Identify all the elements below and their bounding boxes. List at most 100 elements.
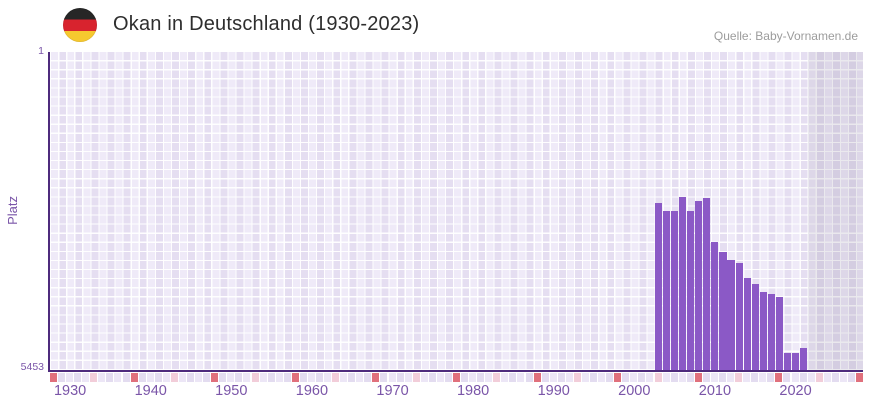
strip-cell-2027 (847, 373, 855, 382)
rank-bar-2005[interactable] (671, 210, 679, 370)
strip-cell-2016 (759, 373, 767, 382)
strip-cell-1947 (203, 373, 211, 382)
strip-cell-2001 (638, 373, 646, 382)
strip-cell-2018 (775, 373, 783, 382)
rank-bar-2010[interactable] (711, 242, 719, 370)
strip-cell-1965 (348, 373, 356, 382)
strip-cell-1946 (195, 373, 203, 382)
x-axis-tick-2020: 2020 (779, 383, 812, 399)
rank-bar-2004[interactable] (663, 210, 671, 370)
source-link[interactable]: Quelle: Baby-Vornamen.de (713, 29, 858, 43)
rank-bar-2019[interactable] (783, 352, 791, 370)
strip-cell-2024 (823, 373, 831, 382)
strip-cell-1977 (444, 373, 452, 382)
timeline-strip (50, 373, 863, 382)
rank-bar-2020[interactable] (791, 352, 800, 370)
strip-cell-1972 (404, 373, 412, 382)
strip-cell-1938 (130, 373, 138, 382)
strip-cell-2010 (710, 373, 718, 382)
strip-cell-1951 (235, 373, 243, 382)
plot-area[interactable] (48, 52, 863, 372)
y-axis-tick-bottom: 5453 (20, 361, 44, 373)
y-axis-label: Platz (5, 196, 20, 225)
strip-cell-1994 (581, 373, 589, 382)
strip-cell-1964 (340, 373, 348, 382)
rank-bar-2014[interactable] (743, 277, 751, 370)
strip-cell-2026 (839, 373, 847, 382)
strip-cell-1967 (364, 373, 372, 382)
strip-cell-2012 (727, 373, 735, 382)
strip-cell-1971 (396, 373, 404, 382)
strip-cell-1928 (50, 373, 57, 382)
rank-bar-2009[interactable] (703, 198, 711, 370)
strip-cell-1989 (541, 373, 549, 382)
strip-cell-1934 (98, 373, 106, 382)
strip-cell-2013 (735, 373, 743, 382)
page-title: Okan in Deutschland (1930-2023) (113, 13, 420, 35)
rank-bar-2021[interactable] (800, 348, 808, 370)
strip-cell-1959 (299, 373, 307, 382)
strip-cell-1996 (598, 373, 606, 382)
strip-cell-2005 (670, 373, 678, 382)
strip-cell-2023 (815, 373, 823, 382)
strip-cell-1984 (501, 373, 509, 382)
strip-cell-2019 (783, 373, 791, 382)
rank-bar-2018[interactable] (775, 296, 783, 370)
rank-bar-2007[interactable] (687, 210, 695, 370)
strip-cell-1930 (66, 373, 74, 382)
strip-cell-1929 (58, 373, 66, 382)
strip-cell-1966 (356, 373, 364, 382)
rank-bar-2008[interactable] (695, 200, 703, 370)
strip-cell-1998 (614, 373, 622, 382)
strip-cell-1993 (573, 373, 581, 382)
strip-cell-1942 (162, 373, 170, 382)
strip-cell-1987 (525, 373, 533, 382)
strip-cell-1950 (227, 373, 235, 382)
strip-cell-2011 (718, 373, 726, 382)
strip-cell-1941 (154, 373, 162, 382)
strip-cell-1957 (283, 373, 291, 382)
x-axis-tick-1950: 1950 (215, 383, 248, 399)
x-axis-tick-1990: 1990 (537, 383, 570, 399)
strip-cell-2014 (743, 373, 751, 382)
strip-cell-2028 (856, 373, 863, 382)
strip-cell-1937 (122, 373, 130, 382)
rank-bar-2003[interactable] (654, 203, 663, 370)
y-axis-tick-top: 1 (38, 45, 44, 57)
strip-cell-1945 (187, 373, 195, 382)
strip-cell-2020 (791, 373, 799, 382)
strip-cell-1963 (332, 373, 340, 382)
strip-cell-1933 (90, 373, 98, 382)
rank-bar-2015[interactable] (751, 283, 759, 370)
strip-cell-2000 (630, 373, 638, 382)
strip-cell-1970 (388, 373, 396, 382)
strip-cell-1952 (243, 373, 251, 382)
x-axis-tick-1960: 1960 (295, 383, 329, 399)
rank-bar-2012[interactable] (727, 259, 735, 370)
strip-cell-1999 (622, 373, 630, 382)
strip-cell-1960 (307, 373, 315, 382)
strip-cell-1988 (533, 373, 541, 382)
strip-cell-1979 (461, 373, 469, 382)
strip-cell-1961 (315, 373, 323, 382)
strip-cell-1968 (372, 373, 380, 382)
rank-bar-2011[interactable] (719, 251, 727, 370)
strip-cell-2008 (694, 373, 702, 382)
strip-cell-1944 (178, 373, 186, 382)
x-axis-tick-1930: 1930 (53, 383, 87, 399)
strip-cell-1978 (453, 373, 460, 382)
strip-cell-2022 (807, 373, 815, 382)
strip-cell-1962 (324, 373, 332, 382)
strip-cell-1982 (485, 373, 493, 382)
rank-bar-2016[interactable] (759, 291, 767, 370)
strip-cell-2002 (646, 373, 654, 382)
strip-cell-1931 (74, 373, 82, 382)
strip-cell-2007 (686, 373, 694, 382)
strip-cell-1986 (517, 373, 525, 382)
rank-bar-2017[interactable] (767, 294, 775, 370)
x-axis-tick-2010: 2010 (698, 383, 732, 399)
strip-cell-1990 (549, 373, 557, 382)
rank-bar-2006[interactable] (679, 196, 687, 370)
strip-cell-1974 (420, 373, 428, 382)
rank-bar-2013[interactable] (735, 262, 743, 370)
